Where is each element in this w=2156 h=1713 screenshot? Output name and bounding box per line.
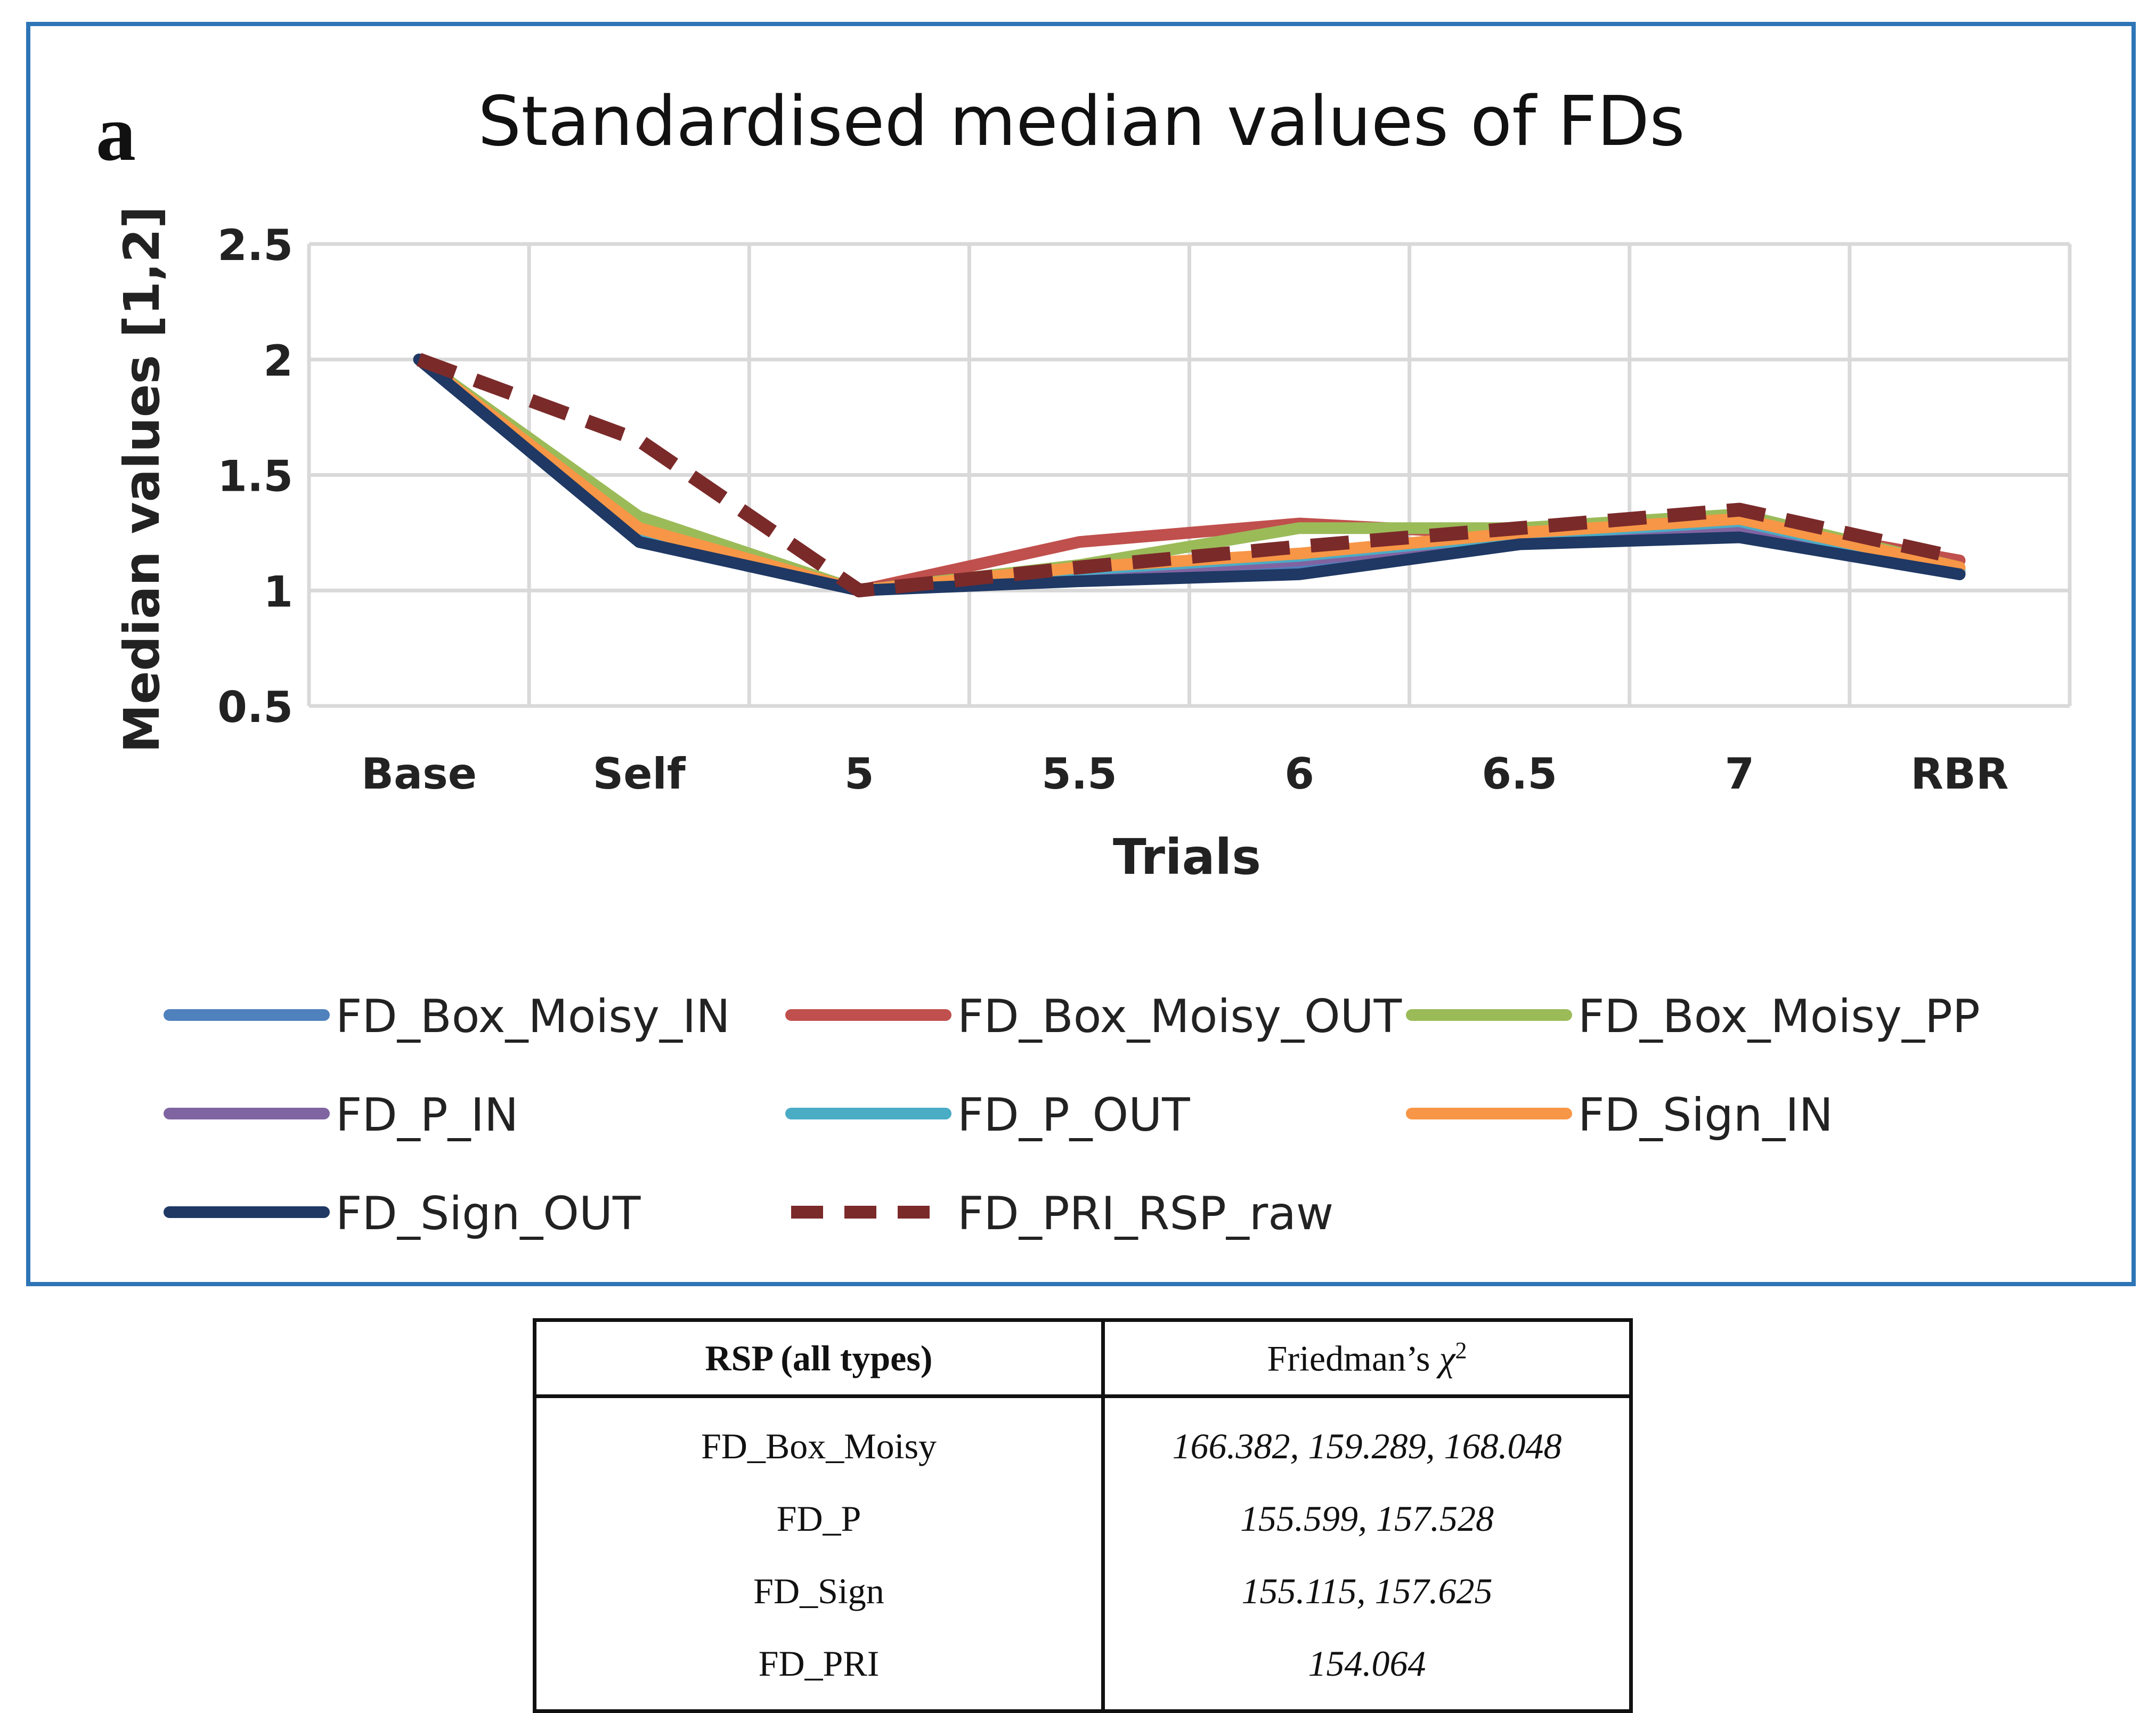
- table-cell-value: 155.115, 157.625: [1241, 1570, 1493, 1611]
- table-cell-name: FD_P: [534, 1482, 1105, 1555]
- grid: [307, 242, 2072, 708]
- table-row: FD_PRI 154.064: [534, 1627, 1631, 1711]
- y-tick-label: 1: [263, 567, 293, 616]
- y-tick-label: 0.5: [217, 683, 293, 732]
- x-tick-label: 5.5: [1042, 749, 1117, 799]
- series-line-fd-pri-rsp-raw: [417, 353, 1962, 598]
- x-tick-label: RBR: [1910, 749, 2008, 799]
- x-tick-labels: Base Self 5 5.5 6 6.5 7 RBR: [361, 749, 2008, 799]
- series-line-fd-sign-in: [413, 353, 1966, 597]
- table-cell-value: 155.599, 157.528: [1240, 1498, 1494, 1539]
- series-line-fd-sign-out: [413, 353, 1966, 597]
- y-tick-label: 2.5: [217, 221, 293, 270]
- table-row: FD_P 155.599, 157.528: [534, 1482, 1631, 1555]
- x-tick-label: Base: [361, 749, 477, 799]
- x-tick-label: Self: [593, 749, 686, 799]
- table-header-friedman: Friedman’s χ2: [1103, 1320, 1631, 1398]
- table-cell-name: FD_PRI: [534, 1627, 1105, 1711]
- chi-superscript: 2: [1455, 1337, 1467, 1363]
- table-row: FD_Sign 155.115, 157.625: [534, 1555, 1631, 1627]
- table-cell-name: FD_Box_Moisy: [534, 1396, 1105, 1482]
- x-tick-label: 6: [1284, 749, 1314, 799]
- table-header-rsp: RSP (all types): [534, 1320, 1105, 1398]
- legend-label: FD_Sign_IN: [1578, 1089, 1833, 1142]
- table-row: FD_Box_Moisy 166.382, 159.289, 168.048: [534, 1396, 1631, 1482]
- legend-label: FD_PRI_RSP_raw: [957, 1187, 1333, 1240]
- x-axis-label: Trials: [1113, 829, 1261, 886]
- legend-label: FD_Box_Moisy_OUT: [957, 990, 1402, 1043]
- table-cell-value: 154.064: [1308, 1643, 1426, 1684]
- table-cell-name: FD_Sign: [534, 1555, 1105, 1627]
- table-header-row: RSP (all types) Friedman’s χ2: [534, 1320, 1631, 1398]
- legend-label: FD_Sign_OUT: [336, 1187, 641, 1240]
- legend-label: FD_P_IN: [336, 1089, 518, 1142]
- series-lines: [413, 353, 1966, 598]
- y-tick-label: 1.5: [217, 452, 293, 501]
- x-tick-label: 7: [1724, 749, 1754, 799]
- friedman-table: RSP (all types) Friedman’s χ2 FD_Box_Moi…: [533, 1318, 1633, 1713]
- y-axis-label: Median values [1,2]: [113, 206, 170, 753]
- legend-label: FD_Box_Moisy_PP: [1578, 990, 1980, 1043]
- panel-label: a: [96, 89, 136, 177]
- chart-title: Standardised median values of FDs: [478, 82, 1685, 161]
- y-tick-labels: 0.5 1 1.5 2 2.5: [217, 221, 293, 732]
- chart-border: [26, 22, 2136, 1286]
- friedman-label: Friedman’s: [1267, 1338, 1439, 1379]
- x-tick-label: 5: [844, 749, 874, 799]
- x-tick-label: 6.5: [1482, 749, 1557, 799]
- table-cell-value: 166.382, 159.289, 168.048: [1172, 1425, 1562, 1466]
- legend-label: FD_Box_Moisy_IN: [336, 990, 730, 1043]
- legend: FD_Box_Moisy_IN FD_Box_Moisy_OUT FD_Box_Mo…: [164, 990, 1980, 1240]
- y-tick-label: 2: [263, 336, 293, 386]
- chi-symbol: χ: [1439, 1338, 1455, 1379]
- legend-label: FD_P_OUT: [957, 1089, 1190, 1142]
- chart-figure: a Standardised median values of FDs 0.5 1…: [26, 22, 2136, 1286]
